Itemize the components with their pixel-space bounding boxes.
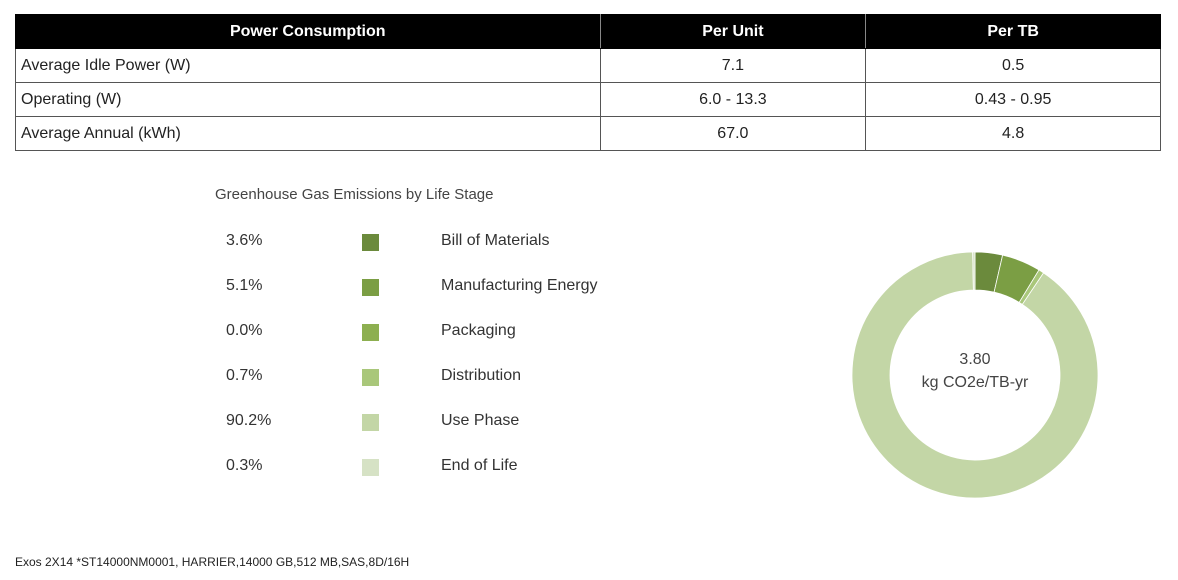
- legend-label: Manufacturing Energy: [441, 277, 598, 294]
- row-label: Average Idle Power (W): [15, 48, 601, 83]
- per-tb-value: 0.43 - 0.95: [865, 82, 1161, 117]
- power-consumption-table: Power Consumption Per Unit Per TB Averag…: [15, 14, 1161, 151]
- legend-percent: 3.6%: [226, 232, 263, 249]
- donut-chart: [852, 252, 1098, 498]
- legend-item: 0.0% Packaging: [0, 322, 700, 346]
- donut-center-label: 3.80 kg CO2e/TB-yr: [852, 348, 1098, 394]
- donut-slice-end-of-life: [972, 252, 976, 291]
- legend-item: 90.2% Use Phase: [0, 412, 700, 436]
- table-row: Average Idle Power (W) 7.1 0.5: [15, 48, 1161, 83]
- legend-percent: 5.1%: [226, 277, 263, 294]
- legend-swatch: [362, 414, 379, 431]
- legend-label: Use Phase: [441, 412, 520, 429]
- product-footnote: Exos 2X14 *ST14000NM0001, HARRIER,14000 …: [15, 555, 410, 569]
- donut-center-value: 3.80: [959, 351, 991, 368]
- legend-swatch: [362, 459, 379, 476]
- header-power-consumption: Power Consumption: [15, 14, 601, 49]
- legend-swatch: [362, 234, 379, 251]
- legend-label: Distribution: [441, 367, 522, 384]
- per-unit-value: 67.0: [599, 116, 867, 151]
- per-tb-value: 0.5: [865, 48, 1161, 83]
- header-per-unit: Per Unit: [599, 14, 867, 49]
- legend-item: 0.3% End of Life: [0, 457, 700, 481]
- chart-title: Greenhouse Gas Emissions by Life Stage: [215, 186, 494, 203]
- donut-slice-use-phase: [852, 252, 1098, 498]
- legend-percent: 0.3%: [226, 457, 263, 474]
- legend-label: Packaging: [441, 322, 516, 339]
- header-per-tb: Per TB: [865, 14, 1161, 49]
- legend-swatch: [362, 324, 379, 341]
- table-header-row: Power Consumption Per Unit Per TB: [15, 14, 1161, 49]
- donut-center-unit: kg CO2e/TB-yr: [921, 374, 1029, 391]
- legend-item: 3.6% Bill of Materials: [0, 232, 700, 256]
- legend-item: 0.7% Distribution: [0, 367, 700, 391]
- per-unit-value: 6.0 - 13.3: [599, 82, 867, 117]
- row-label: Average Annual (kWh): [15, 116, 601, 151]
- legend-percent: 0.0%: [226, 322, 263, 339]
- table-row: Operating (W) 6.0 - 13.3 0.43 - 0.95: [15, 82, 1161, 117]
- legend-percent: 90.2%: [226, 412, 272, 429]
- legend-label: End of Life: [441, 457, 518, 474]
- legend-swatch: [362, 279, 379, 296]
- table-row: Average Annual (kWh) 67.0 4.8: [15, 116, 1161, 151]
- row-label: Operating (W): [15, 82, 601, 117]
- legend-percent: 0.7%: [226, 367, 263, 384]
- legend-label: Bill of Materials: [441, 232, 550, 249]
- per-tb-value: 4.8: [865, 116, 1161, 151]
- legend-swatch: [362, 369, 379, 386]
- legend-item: 5.1% Manufacturing Energy: [0, 277, 700, 301]
- per-unit-value: 7.1: [599, 48, 867, 83]
